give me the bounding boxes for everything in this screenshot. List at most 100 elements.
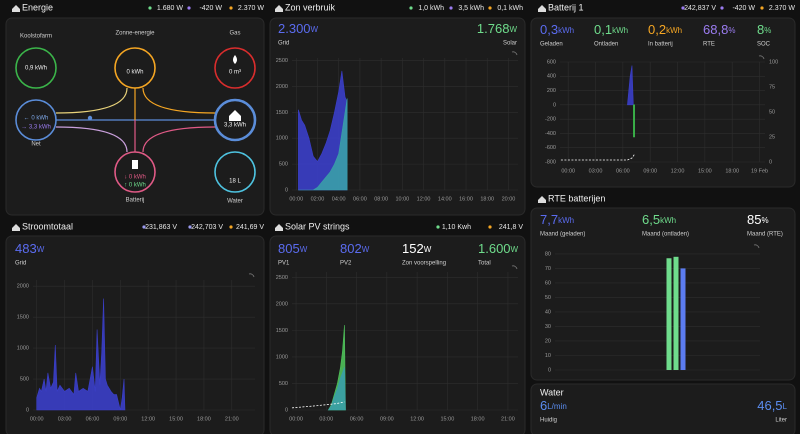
x-tick-label: 18:00 [480, 196, 494, 202]
badge-icon [449, 6, 453, 10]
stat-label: Total [478, 261, 491, 267]
stat-unit: kWh [660, 216, 676, 225]
y-tick-label: 2000 [276, 84, 288, 90]
y-tick-label: 2000 [17, 284, 29, 290]
series-area [298, 98, 348, 191]
stat-number: 802 [340, 241, 362, 256]
node-value: → 3,3 kWh [21, 125, 51, 131]
stat-label: Geladen [540, 42, 563, 48]
y-tick-label: 10 [545, 353, 551, 359]
header-badge: 241,8 V [499, 224, 523, 231]
card-title: Water [540, 387, 564, 397]
stat-value: 46,5L [757, 398, 787, 413]
y-tick-label: 0 [548, 367, 551, 373]
y-tick-label: 500 [279, 162, 288, 168]
stat-number: 6,5 [642, 212, 660, 227]
series-line [560, 153, 636, 161]
x-tick-label: 09:00 [643, 168, 657, 174]
stat-label: RTE [703, 42, 715, 48]
stat-number: 1.600 [478, 241, 511, 256]
flow-line [55, 87, 128, 114]
x-tick-label: 14:00 [438, 196, 452, 202]
stat-number: 6 [540, 398, 547, 413]
x-tick-label: 19 Feb [751, 168, 768, 174]
stat-value: 8% [757, 22, 771, 37]
chart-indicator [753, 244, 760, 249]
battery-icon [132, 160, 138, 169]
y-tick-label: -200 [545, 117, 556, 123]
stat-number: 2.300 [278, 21, 311, 36]
y-tick-label: 1000 [17, 346, 29, 352]
x-tick-label: 12:00 [671, 168, 685, 174]
x-tick-label: 18:00 [725, 168, 739, 174]
node-label: Net [31, 142, 41, 148]
y2-tick-label: 100 [769, 59, 778, 65]
y-tick-label: 1500 [276, 328, 288, 334]
stroom-card [5, 235, 265, 434]
header-badge: 242,837 V [684, 5, 716, 12]
badge-icon [187, 6, 191, 10]
header-badge: -420 W [732, 5, 755, 12]
header-badge: 241,69 V [236, 224, 264, 231]
stat-label: SOC [757, 42, 771, 48]
chart-indicator [511, 51, 518, 56]
header-icon [538, 196, 546, 203]
x-tick-label: 04:00 [332, 196, 346, 202]
stat-unit: kWh [558, 216, 574, 225]
x-tick-label: 06:00 [350, 416, 364, 422]
y-tick-label: 20 [545, 338, 551, 344]
stat-value: 0,1kWh [594, 22, 628, 37]
badge-icon [229, 225, 233, 229]
batterij-card [530, 17, 796, 188]
y2-tick-label: 50 [769, 109, 775, 115]
x-tick-label: 06:00 [353, 196, 367, 202]
badge-icon [681, 6, 685, 10]
card-title: RTE batterijen [548, 193, 605, 203]
y-tick-label: 0 [285, 187, 288, 193]
flow-line [55, 126, 128, 153]
y-tick-label: 200 [547, 88, 556, 94]
stat-label: Grid [15, 261, 26, 267]
stat-value: 152W [402, 241, 432, 256]
stat-number: 85 [747, 212, 761, 227]
stat-number: 1.768 [477, 21, 510, 36]
card-title: Solar PV strings [285, 221, 350, 231]
header-badge: 2.370 W [769, 5, 795, 12]
stat-number: 0,1 [594, 22, 612, 37]
stat-value: 0,2kWh [648, 22, 682, 37]
y-tick-label: 0 [26, 407, 29, 413]
y-tick-label: 2000 [276, 301, 288, 307]
chart-indicator [511, 265, 518, 270]
y-tick-label: 600 [547, 59, 556, 65]
badge-icon [720, 6, 724, 10]
node [15, 99, 57, 141]
header-badge: 3,5 kWh [458, 5, 484, 12]
x-tick-label: 10:00 [395, 196, 409, 202]
x-tick-label: 16:00 [459, 196, 473, 202]
y-tick-label: 500 [279, 381, 288, 387]
header-badge: 231,863 V [145, 224, 177, 231]
stat-value: 1.768W [477, 21, 518, 36]
header-icon [12, 5, 20, 12]
stat-number: 7,7 [540, 212, 558, 227]
flow-dot [87, 115, 93, 121]
stat-label: PV2 [340, 261, 352, 267]
stat-number: 0,2 [648, 22, 666, 37]
series-line [291, 401, 345, 409]
x-tick-label: 18:00 [471, 416, 485, 422]
x-tick-label: 09:00 [380, 416, 394, 422]
stat-unit: % [761, 216, 768, 225]
stat-value: 802W [340, 241, 370, 256]
x-tick-label: 06:00 [86, 416, 100, 422]
x-tick-label: 03:00 [58, 416, 72, 422]
flow-line [142, 126, 216, 153]
flow-line [142, 87, 216, 114]
y-tick-label: -800 [545, 159, 556, 165]
header-icon [538, 5, 546, 12]
stat-value: 6L/min [540, 398, 567, 413]
stat-number: 483 [15, 241, 37, 256]
gas-icon [233, 55, 237, 64]
bar [673, 256, 679, 370]
x-tick-label: 09:00 [113, 416, 127, 422]
